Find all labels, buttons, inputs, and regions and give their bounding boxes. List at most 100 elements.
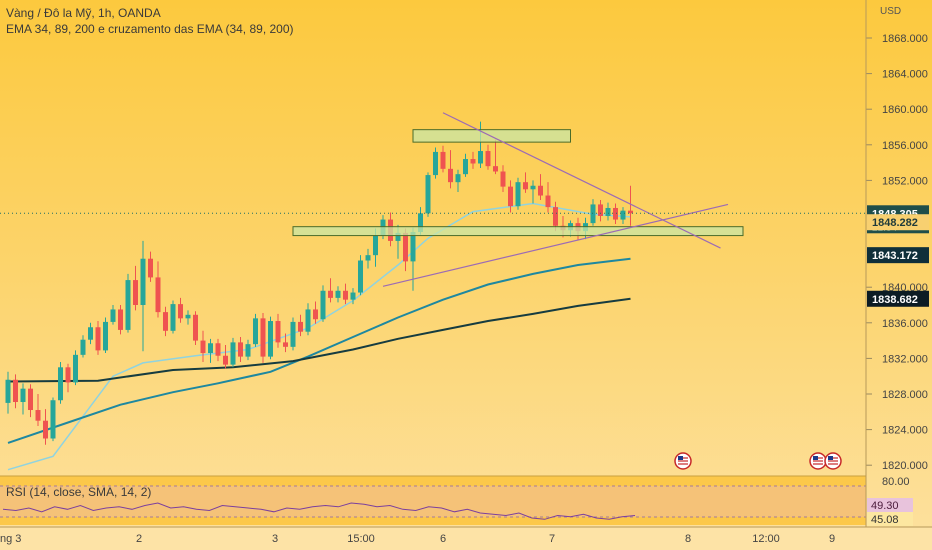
time-axis-label: 15:00 — [347, 533, 375, 545]
candle-body[interactable] — [215, 343, 221, 356]
candle-body[interactable] — [530, 185, 536, 190]
candle-body[interactable] — [298, 321, 303, 332]
price-badge-text: 1838.682 — [872, 294, 918, 306]
price-tick-label: 1868.000 — [882, 33, 928, 45]
candle-body[interactable] — [5, 379, 11, 403]
candle-body[interactable] — [268, 321, 273, 357]
candle-body[interactable] — [545, 195, 551, 208]
candle-body[interactable] — [103, 321, 108, 351]
candle-body[interactable] — [80, 339, 86, 355]
candle-body[interactable] — [365, 255, 371, 261]
candle-body[interactable] — [343, 290, 348, 300]
trend-line[interactable] — [442, 112, 721, 249]
candle-body[interactable] — [350, 292, 356, 300]
time-axis-label: 9 — [829, 533, 835, 545]
price-tick-label: 1828.000 — [882, 389, 928, 401]
time-axis-label: 2 — [136, 533, 142, 545]
candle-body[interactable] — [230, 342, 236, 365]
candle-body[interactable] — [463, 159, 468, 175]
candle-body[interactable] — [553, 207, 558, 226]
candle-body[interactable] — [185, 314, 191, 319]
candle-body[interactable] — [58, 367, 63, 401]
candle-body[interactable] — [125, 280, 131, 330]
candle-body[interactable] — [155, 277, 161, 313]
candle-body[interactable] — [613, 207, 618, 220]
axis-unit-label[interactable]: USD — [880, 6, 902, 17]
candle-body[interactable] — [50, 400, 56, 439]
candle-body[interactable] — [245, 344, 251, 357]
candle-body[interactable] — [628, 210, 633, 214]
rsi-value-text: 49.30 — [871, 500, 899, 512]
candle-body[interactable] — [500, 171, 506, 187]
price-tick-label: 1864.000 — [882, 69, 928, 81]
candle-body[interactable] — [335, 290, 341, 298]
candle-body[interactable] — [448, 168, 453, 183]
candle-body[interactable] — [403, 232, 408, 262]
candle-body[interactable] — [260, 318, 266, 357]
candle-body[interactable] — [65, 367, 71, 383]
rsi-line — [2, 502, 636, 520]
candle-body[interactable] — [598, 204, 603, 216]
candle-body[interactable] — [20, 388, 26, 403]
candle-body[interactable] — [193, 314, 198, 341]
candle-body[interactable] — [485, 151, 491, 167]
candle-body[interactable] — [358, 260, 363, 293]
price-badge[interactable] — [867, 290, 929, 307]
candle-body[interactable] — [455, 174, 461, 183]
candle-body[interactable] — [95, 327, 101, 351]
candle-body[interactable] — [110, 309, 116, 322]
candle-body[interactable] — [200, 340, 206, 354]
candle-body[interactable] — [275, 321, 281, 343]
candle-body[interactable] — [238, 342, 243, 357]
candle-body[interactable] — [493, 166, 498, 172]
candle-body[interactable] — [410, 232, 416, 262]
support-resistance-zone[interactable] — [292, 226, 744, 237]
rsi-title: RSI (14, close, SMA, 14, 2) — [6, 485, 152, 499]
price-tick-label: 1820.000 — [882, 460, 928, 472]
trend-line[interactable] — [382, 203, 729, 287]
flag-canton — [678, 456, 683, 460]
candle-body[interactable] — [515, 182, 521, 207]
candle-body[interactable] — [373, 235, 378, 256]
candle-body[interactable] — [140, 258, 146, 305]
price-badge-text: 1843.172 — [872, 250, 918, 262]
candle-body[interactable] — [163, 312, 168, 331]
candle-body[interactable] — [395, 232, 401, 241]
candle-body[interactable] — [118, 309, 123, 330]
candle-body[interactable] — [223, 355, 228, 365]
candle-body[interactable] — [478, 151, 483, 164]
candle-body[interactable] — [433, 151, 438, 176]
candle-body[interactable] — [418, 213, 423, 233]
candle-body[interactable] — [208, 343, 213, 354]
candle-body[interactable] — [523, 182, 528, 190]
candle-body[interactable] — [13, 379, 18, 403]
candle-body[interactable] — [88, 327, 93, 340]
candle-body[interactable] — [508, 186, 513, 207]
price-badge[interactable] — [867, 247, 929, 264]
candle-body[interactable] — [440, 151, 446, 169]
candle-body[interactable] — [148, 258, 153, 278]
candle-body[interactable] — [538, 185, 543, 196]
candle-body[interactable] — [253, 318, 258, 345]
candle-body[interactable] — [313, 309, 318, 320]
candle-body[interactable] — [620, 210, 626, 220]
candle-body[interactable] — [283, 342, 288, 347]
candle-body[interactable] — [73, 354, 78, 383]
price-badge[interactable] — [867, 214, 929, 231]
rsi-value-badge — [867, 512, 913, 526]
candle-body[interactable] — [305, 309, 311, 332]
candle-body[interactable] — [290, 321, 296, 347]
candle-body[interactable] — [425, 175, 431, 214]
candle-body[interactable] — [170, 304, 176, 331]
candle-body[interactable] — [133, 280, 138, 305]
candle-body[interactable] — [28, 388, 33, 411]
candle-body[interactable] — [328, 290, 333, 298]
candle-body[interactable] — [470, 159, 476, 164]
candle-body[interactable] — [605, 207, 611, 216]
candle-body[interactable] — [35, 410, 41, 421]
candle-body[interactable] — [43, 420, 48, 439]
candle-body[interactable] — [178, 304, 183, 319]
candle-body[interactable] — [320, 290, 326, 320]
